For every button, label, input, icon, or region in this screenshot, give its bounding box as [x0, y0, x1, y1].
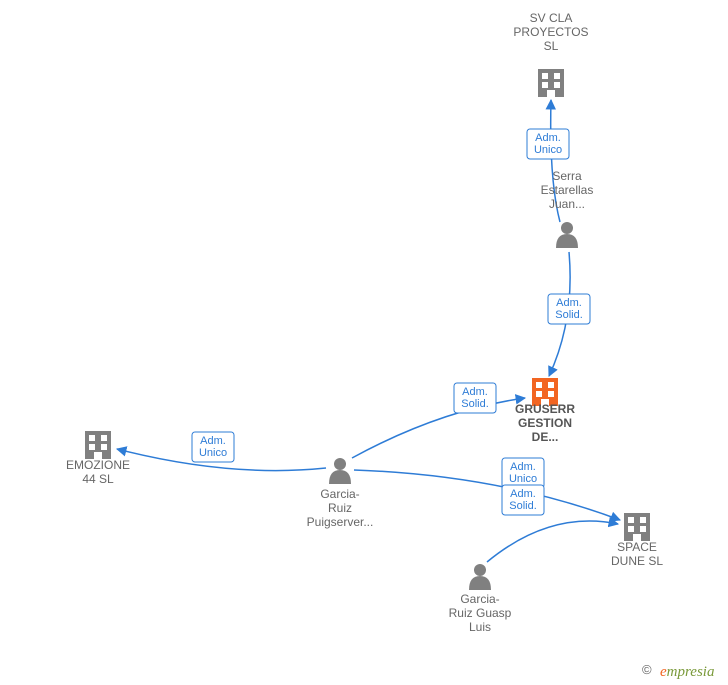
svg-text:Adm.Unico: Adm.Unico [509, 461, 537, 485]
edge-label-garciag_space: Adm.Solid. [502, 485, 544, 515]
edge-label-garciap_gruserr: Adm.Solid. [454, 383, 496, 413]
person-icon [329, 458, 351, 484]
node-label: SV CLAPROYECTOSSL [513, 11, 588, 53]
person-icon [556, 222, 578, 248]
node-gruserr[interactable]: GRUSERRGESTIONDE... [515, 378, 575, 444]
edge-garciag_space [487, 521, 618, 562]
svg-text:Adm.Solid.: Adm.Solid. [461, 386, 489, 410]
edge-label-serra_gruserr: Adm.Solid. [548, 294, 590, 324]
node-label: EMOZIONE44 SL [66, 458, 130, 486]
node-label: Garcia-RuizPuigserver... [307, 487, 374, 529]
footer-copyright: © empresia [642, 662, 714, 680]
svg-text:Adm.Solid.: Adm.Solid. [555, 297, 583, 321]
node-label: Garcia-Ruiz GuaspLuis [449, 592, 512, 634]
edge-garciap_gruserr [352, 398, 525, 458]
svg-text:Adm.Solid.: Adm.Solid. [509, 488, 537, 512]
node-sv_cla[interactable]: SV CLAPROYECTOSSL [513, 11, 588, 97]
brand-logo: empresia [660, 664, 714, 680]
node-serra[interactable]: SerraEstarellasJuan... [541, 169, 594, 248]
node-label: GRUSERRGESTIONDE... [515, 402, 575, 444]
node-emozione[interactable]: EMOZIONE44 SL [66, 431, 130, 486]
node-space[interactable]: SPACEDUNE SL [611, 513, 663, 568]
edge-garciap_space [354, 470, 620, 520]
edge-label-garciap_space: Adm.Unico [502, 458, 544, 488]
node-label: SerraEstarellasJuan... [541, 169, 594, 211]
node-label: SPACEDUNE SL [611, 540, 663, 568]
copyright-symbol: © [642, 662, 652, 677]
node-garcia_g[interactable]: Garcia-Ruiz GuaspLuis [449, 564, 512, 634]
person-icon [469, 564, 491, 590]
building-icon [624, 513, 650, 541]
edge-label-garciap_emozione: Adm.Unico [192, 432, 234, 462]
building-icon [85, 431, 111, 459]
building-icon [538, 69, 564, 97]
svg-text:Adm.Unico: Adm.Unico [199, 435, 227, 459]
edge-label-serra_svcla: Adm.Unico [527, 129, 569, 159]
svg-text:Adm.Unico: Adm.Unico [534, 132, 562, 156]
network-diagram: Adm.Unico Adm.Solid. Adm.Solid. Adm.Unico Ad… [0, 0, 728, 685]
